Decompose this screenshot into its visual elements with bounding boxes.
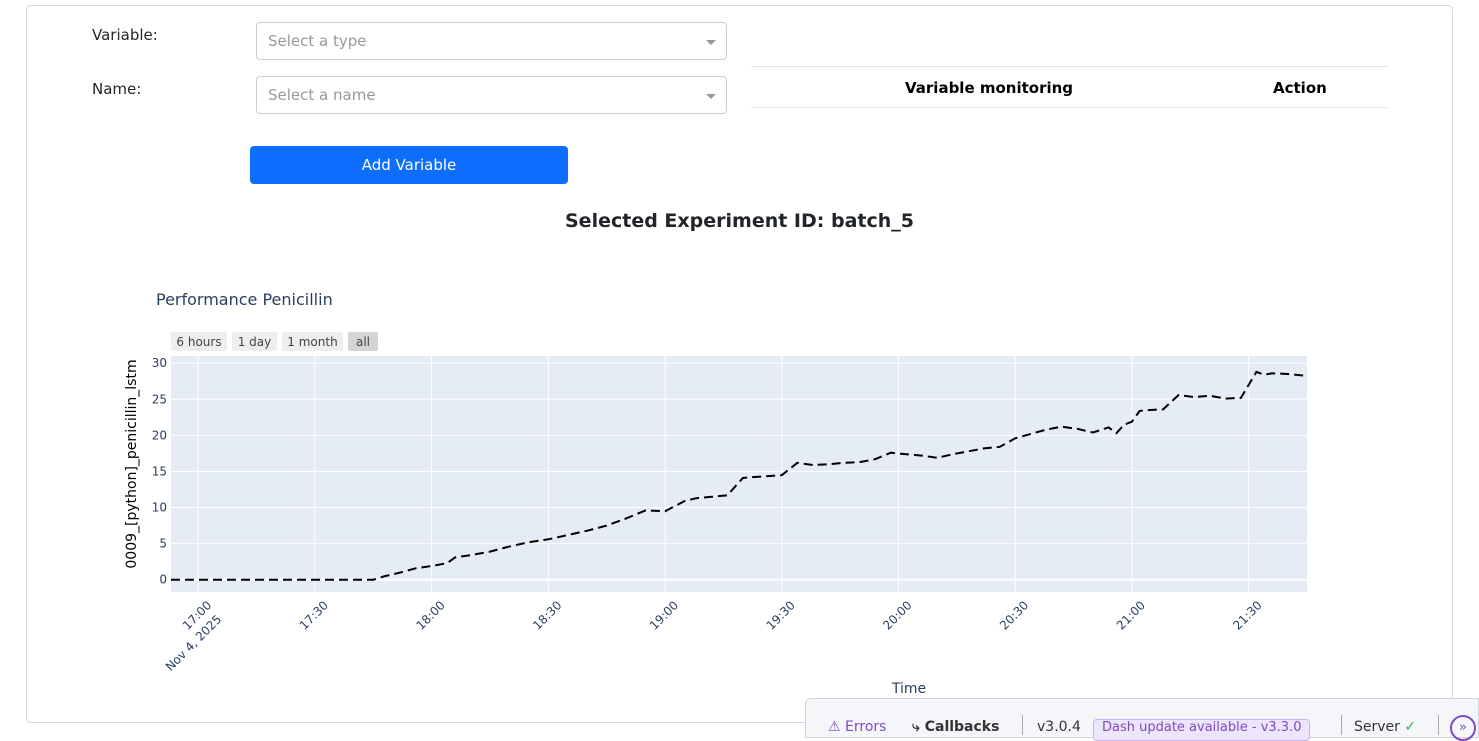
experiment-title: Selected Experiment ID: batch_5 (565, 210, 914, 232)
y-tick-label: 30 (152, 356, 167, 370)
dash-debug-bar: ⚠ Errors ⤷ Callbacks v3.0.4 Dash update … (805, 698, 1479, 741)
x-tick-label: 19:00 (647, 598, 681, 632)
server-status: Server ✓ (1354, 719, 1417, 735)
series-line (171, 370, 1304, 581)
chevron-down-icon (706, 40, 716, 45)
name-placeholder: Select a name (268, 86, 376, 104)
range-all-button[interactable]: all (348, 332, 378, 351)
variable-type-dropdown[interactable]: Select a type (256, 22, 727, 60)
x-tick-label: 18:30 (530, 598, 564, 632)
x-tick-label: 18:00 (413, 598, 447, 632)
add-variable-button[interactable]: Add Variable (250, 146, 568, 184)
y-tick-label: 25 (152, 392, 167, 406)
x-tick-label: 21:00 (1114, 598, 1148, 632)
x-tick-label: 19:30 (764, 598, 798, 632)
x-tick-label: 20:00 (880, 598, 914, 632)
variable-label: Variable: (92, 26, 158, 44)
chevron-down-icon (706, 94, 716, 99)
callbacks-tab[interactable]: ⤷ Callbacks (912, 719, 1000, 735)
y-tick-label: 0 (159, 573, 167, 587)
separator (1022, 715, 1023, 735)
x-tick-label: 17:30 (297, 598, 331, 632)
collapse-icon[interactable]: » (1450, 715, 1476, 741)
y-tick-label: 10 (152, 501, 167, 515)
variable-type-placeholder: Select a type (268, 32, 367, 50)
name-label: Name: (92, 80, 142, 98)
variable-monitoring-header: Variable monitoring (905, 79, 1074, 97)
separator (1341, 715, 1342, 735)
update-badge[interactable]: Dash update available - v3.3.0 (1093, 719, 1311, 741)
range-1-month-button[interactable]: 1 month (282, 332, 343, 351)
warning-icon: ⚠ (828, 719, 846, 735)
version-text: v3.0.4 (1037, 719, 1081, 735)
check-circle-icon: ✓ (1404, 719, 1417, 735)
y-tick-label: 15 (152, 464, 167, 478)
name-dropdown[interactable]: Select a name (256, 76, 727, 114)
separator (1438, 715, 1439, 735)
x-axis-label: Time (891, 681, 926, 697)
y-axis-label: 0009_[python]_penicillin_lstm (124, 359, 140, 568)
x-tick-label: 21:30 (1230, 598, 1264, 632)
range-1-day-button[interactable]: 1 day (232, 332, 277, 351)
x-tick-label: 20:30 (997, 598, 1031, 632)
range-6-hours-button[interactable]: 6 hours (171, 332, 227, 351)
errors-tab[interactable]: ⚠ Errors (828, 719, 887, 735)
action-header: Action (1273, 79, 1327, 97)
plot-area (171, 356, 1307, 592)
y-tick-label: 20 (152, 428, 167, 442)
callbacks-icon: ⤷ (912, 719, 925, 735)
chart-title: Performance Penicillin (156, 290, 333, 309)
y-tick-label: 5 (159, 537, 167, 551)
monitoring-table: Variable monitoring Action (751, 66, 1387, 108)
